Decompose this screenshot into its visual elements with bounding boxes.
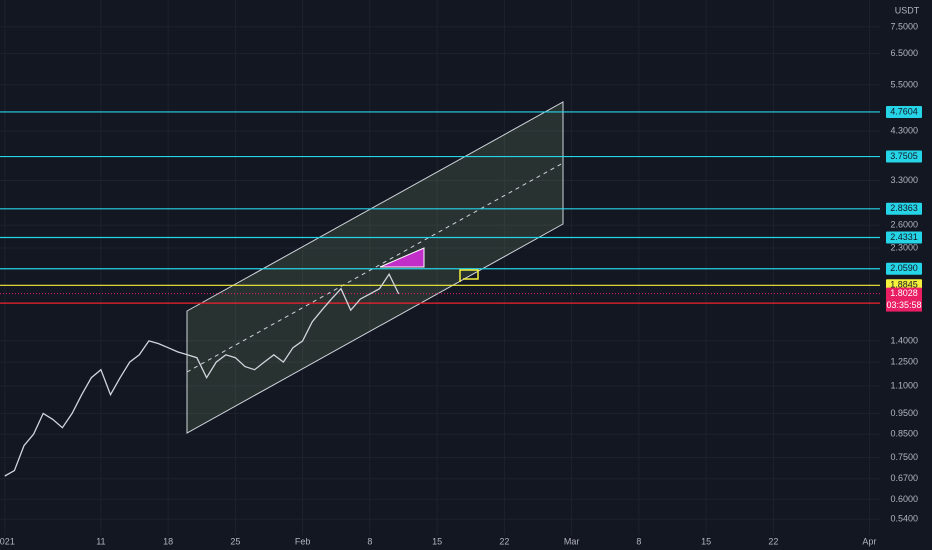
level-badge xyxy=(886,231,922,244)
x-tick-label: Mar xyxy=(564,536,580,546)
x-tick-label: 8 xyxy=(636,536,641,546)
y-tick-label: 5.5000 xyxy=(890,79,918,89)
last-price-label: 1.8028 xyxy=(890,288,918,298)
y-tick-label: 7.5000 xyxy=(890,21,918,31)
x-tick-label: Feb xyxy=(295,536,311,546)
y-tick-label: 3.3000 xyxy=(890,175,918,185)
countdown-badge xyxy=(886,299,922,312)
y-tick-label: 0.6700 xyxy=(890,473,918,483)
triangle-drawing xyxy=(379,247,425,268)
y-tick-label: 2.3000 xyxy=(890,242,918,252)
y-tick-label: 2.6000 xyxy=(890,219,918,229)
x-tick-label: 11 xyxy=(96,536,105,546)
level-label: 2.4331 xyxy=(890,232,918,242)
flag-icon xyxy=(459,269,479,282)
y-tick-label: 1.2500 xyxy=(890,356,918,366)
level-label: 3.7505 xyxy=(890,151,918,161)
level-badge xyxy=(886,105,922,118)
level-label: 2.8363 xyxy=(890,203,918,213)
level-badge xyxy=(886,202,922,215)
price-line xyxy=(4,272,400,477)
y-tick-label: 0.7500 xyxy=(890,452,918,462)
x-tick-label: 22 xyxy=(499,536,509,546)
x-tick-label: 2021 xyxy=(0,536,15,546)
y-tick-label: 6.5000 xyxy=(890,48,918,58)
y-tick-label: 4.3000 xyxy=(890,125,918,135)
level-label: 4.7604 xyxy=(890,106,918,116)
y-tick-label: 0.6000 xyxy=(890,494,918,504)
plot xyxy=(4,272,400,477)
last-price-badge xyxy=(886,287,922,300)
level-badge xyxy=(886,150,922,163)
x-tick-label: 25 xyxy=(230,536,240,546)
grid xyxy=(0,0,880,535)
parallel-channel xyxy=(186,101,564,434)
x-tick-label: 22 xyxy=(768,536,778,546)
price-axis: 7.5000 6.5000 5.5000 4.3000 3.3000 2.6000 2.30… xyxy=(0,21,918,546)
y-tick-label: 0.5400 xyxy=(890,513,918,523)
level-label: 1.8845 xyxy=(890,280,918,290)
level-badge xyxy=(886,262,922,275)
y-tick-label: 0.8500 xyxy=(890,429,918,439)
x-tick-label: 15 xyxy=(701,536,711,546)
y-tick-label: 0.9500 xyxy=(890,408,918,418)
y-tick-label: 1.1000 xyxy=(890,380,918,390)
y-tick-label: 1.4000 xyxy=(890,335,918,345)
x-tick-label: Apr xyxy=(862,536,876,546)
x-tick-label: 15 xyxy=(432,536,442,546)
level-label: 2.0590 xyxy=(890,263,918,273)
countdown: 03:35:58 xyxy=(886,300,921,310)
x-tick-label: 8 xyxy=(367,536,372,546)
x-tick-label: 18 xyxy=(163,536,173,546)
levels: 4.76043.75052.83632.43312.05901.88451.71… xyxy=(0,105,922,312)
quote-label: USDT xyxy=(895,5,920,15)
